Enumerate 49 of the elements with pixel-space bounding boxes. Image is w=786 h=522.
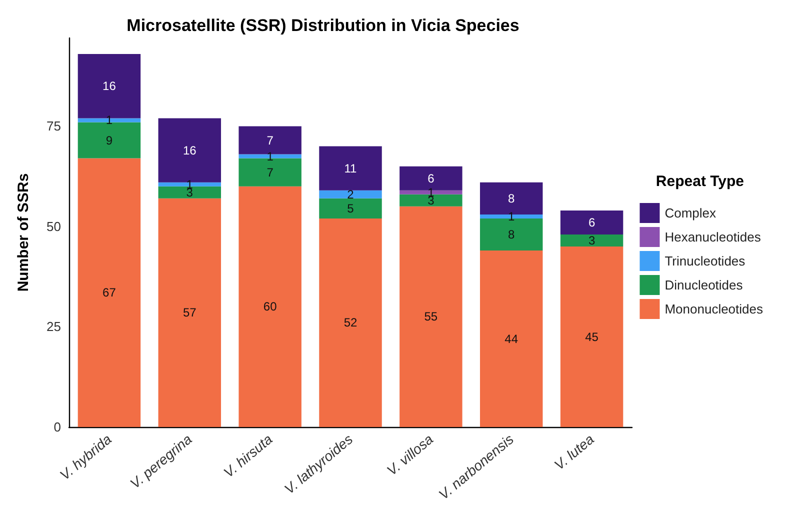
legend-label: Mononucleotides <box>664 302 764 316</box>
data-label: 67 <box>102 286 116 300</box>
legend-title: Repeat Type <box>656 173 744 190</box>
data-label: 6 <box>588 215 596 230</box>
bar <box>238 186 302 427</box>
data-label: 8 <box>508 191 516 206</box>
bar <box>319 146 382 190</box>
data-label: 45 <box>585 330 599 344</box>
legend-label: Complex <box>664 206 717 220</box>
data-label: 7 <box>266 165 274 180</box>
legend-label: Dinucleotides <box>664 278 744 292</box>
bar <box>480 214 543 218</box>
data-label: 16 <box>182 143 197 158</box>
bar <box>158 198 222 427</box>
data-label: 55 <box>424 310 438 324</box>
data-label: 11 <box>344 161 358 176</box>
bar <box>319 198 382 218</box>
data-label: 3 <box>588 234 596 248</box>
y-tick-label: 50 <box>46 218 61 234</box>
bar <box>158 182 222 186</box>
legend-label: Trinucleotides <box>664 254 746 268</box>
bar <box>238 154 302 158</box>
y-tick-label: 0 <box>54 420 61 434</box>
chart-title: Microsatellite (SSR) Distribution in Vicia Species <box>126 16 520 35</box>
data-label: 16 <box>102 79 116 94</box>
legend-label: Hexanucleotides <box>664 230 762 244</box>
y-tick-label: 25 <box>46 319 61 334</box>
data-label: 5 <box>347 201 354 216</box>
data-label: 44 <box>504 332 518 346</box>
data-label: 2 <box>347 187 354 202</box>
data-label: 9 <box>106 133 113 148</box>
data-label: 57 <box>182 306 197 320</box>
bar <box>400 206 462 427</box>
bar <box>319 218 382 427</box>
bar <box>319 190 382 198</box>
y-axis-title: Number of SSRs <box>15 173 32 292</box>
bar <box>400 190 462 194</box>
data-label: 6 <box>428 171 435 186</box>
bar <box>560 210 624 235</box>
bar <box>560 246 624 427</box>
y-tick-label: 75 <box>46 118 61 134</box>
bar <box>480 250 543 427</box>
data-label: 60 <box>263 300 278 314</box>
data-label: 8 <box>508 228 516 242</box>
bar <box>78 122 141 158</box>
data-label: 52 <box>344 316 358 330</box>
bar <box>78 158 141 427</box>
bar <box>560 234 624 247</box>
data-label: 7 <box>266 133 274 148</box>
